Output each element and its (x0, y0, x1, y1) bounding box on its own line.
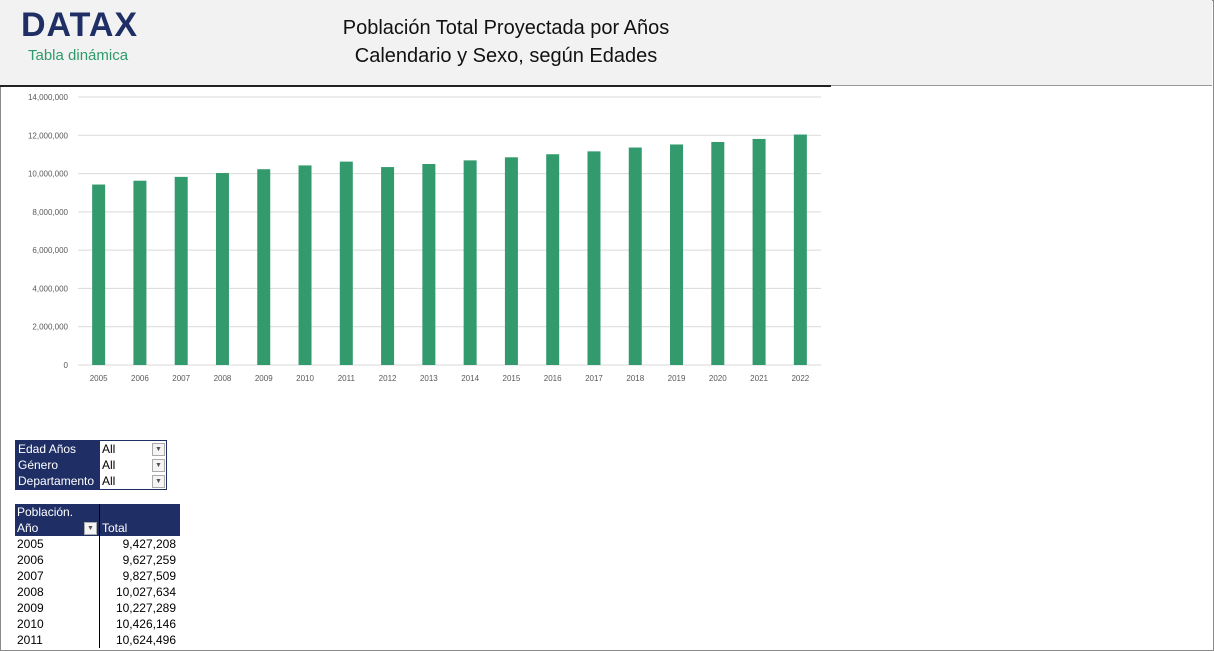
pivot-header-top: Población. (15, 504, 100, 520)
bar (174, 176, 188, 365)
x-tick-label: 2007 (172, 374, 190, 383)
logo: DATAX (21, 6, 139, 44)
dropdown-arrow-icon[interactable]: ▼ (152, 475, 165, 488)
page-title: Población Total Proyectada por Años Calen… (300, 14, 712, 70)
total-cell: 9,827,509 (122, 569, 176, 583)
y-tick-label: 4,000,000 (32, 284, 68, 293)
x-tick-label: 2019 (668, 374, 686, 383)
pivot-table: Población. Año ▼ Total 2005 9,427,208 2006 9,… (15, 504, 180, 648)
x-tick-label: 2020 (709, 374, 727, 383)
table-row: 2005 9,427,208 (15, 536, 180, 552)
table-row: 2011 10,624,496 (15, 632, 180, 648)
total-cell: 10,027,634 (115, 585, 176, 599)
filter-value[interactable]: All ▼ (100, 457, 166, 473)
table-row: 2006 9,627,259 (15, 552, 180, 568)
bar (215, 173, 229, 365)
x-tick-label: 2006 (131, 374, 149, 383)
title-line-1: Población Total Proyectada por Años (342, 17, 670, 39)
pivot-filters: Edad Años All ▼ Género All ▼ Departamento All… (15, 440, 167, 490)
x-tick-label: 2011 (338, 374, 356, 383)
year-cell: 2005 (15, 536, 100, 552)
bar (339, 161, 353, 365)
y-tick-label: 10,000,000 (28, 170, 69, 179)
year-cell: 2008 (15, 584, 100, 600)
filter-edad: Edad Años All ▼ (16, 441, 166, 457)
bar (546, 154, 560, 365)
x-tick-label: 2013 (420, 374, 438, 383)
filter-value[interactable]: All ▼ (100, 441, 166, 457)
table-row: 2008 10,027,634 (15, 584, 180, 600)
total-cell: 10,426,146 (115, 617, 176, 631)
filter-departamento: Departamento All ▼ (16, 473, 166, 489)
bar (298, 165, 312, 365)
table-row: 2010 10,426,146 (15, 616, 180, 632)
dropdown-arrow-icon[interactable]: ▼ (152, 459, 165, 472)
filter-genero: Género All ▼ (16, 457, 166, 473)
year-cell: 2010 (15, 616, 100, 632)
total-cell: 10,227,289 (115, 601, 176, 615)
x-tick-label: 2015 (503, 374, 521, 383)
year-cell: 2011 (15, 632, 100, 648)
year-cell: 2007 (15, 568, 100, 584)
x-tick-label: 2010 (296, 374, 314, 383)
filter-label: Género (16, 457, 100, 473)
bar (422, 164, 436, 365)
table-row: 2009 10,227,289 (15, 600, 180, 616)
bar (133, 180, 147, 365)
x-tick-label: 2014 (461, 374, 479, 383)
y-tick-label: 14,000,000 (28, 93, 69, 102)
bar-chart: 0 2,000,000 4,000,000 6,000,000 8,000,000 10,… (28, 93, 821, 383)
bar (92, 184, 106, 365)
year-cell: 2009 (15, 600, 100, 616)
bar (587, 151, 601, 365)
value-header: Total (102, 521, 128, 535)
filter-label: Departamento (16, 473, 100, 489)
y-tick-label: 8,000,000 (32, 208, 68, 217)
x-tick-label: 2008 (214, 374, 232, 383)
subtitle: Tabla dinámica (28, 47, 129, 64)
filter-label: Edad Años (16, 441, 100, 457)
filter-dropdown-icon[interactable]: ▼ (84, 522, 97, 535)
header-filler (831, 0, 1212, 86)
table-row: 2007 9,827,509 (15, 568, 180, 584)
filter-value[interactable]: All ▼ (100, 473, 166, 489)
dropdown-arrow-icon[interactable]: ▼ (152, 443, 165, 456)
x-tick-label: 2005 (90, 374, 108, 383)
row-header: Año ▼ (15, 520, 100, 536)
x-tick-label: 2018 (626, 374, 644, 383)
x-tick-label: 2017 (585, 374, 603, 383)
year-cell: 2006 (15, 552, 100, 568)
total-cell: 10,624,496 (115, 633, 176, 647)
bar (752, 138, 766, 365)
y-tick-label: 2,000,000 (32, 323, 68, 332)
x-tick-label: 2021 (750, 374, 768, 383)
y-tick-label: 6,000,000 (32, 246, 68, 255)
total-cell: 9,627,259 (122, 553, 176, 567)
x-tick-label: 2022 (791, 374, 809, 383)
x-tick-label: 2012 (379, 374, 397, 383)
bar (793, 134, 807, 365)
bar (381, 167, 395, 365)
y-tick-label: 12,000,000 (28, 131, 69, 140)
title-line-2: Calendario y Sexo, según Edades (354, 45, 658, 67)
total-cell: 9,427,208 (122, 537, 176, 551)
bar (670, 144, 684, 365)
y-tick-label: 0 (64, 361, 69, 370)
header: DATAX Tabla dinámica Población Total Pro… (0, 0, 831, 87)
bar (463, 160, 477, 365)
x-tick-label: 2016 (544, 374, 562, 383)
bar (257, 169, 271, 365)
bar (711, 141, 725, 365)
bar (628, 147, 642, 365)
x-tick-label: 2009 (255, 374, 273, 383)
bar (504, 157, 518, 365)
